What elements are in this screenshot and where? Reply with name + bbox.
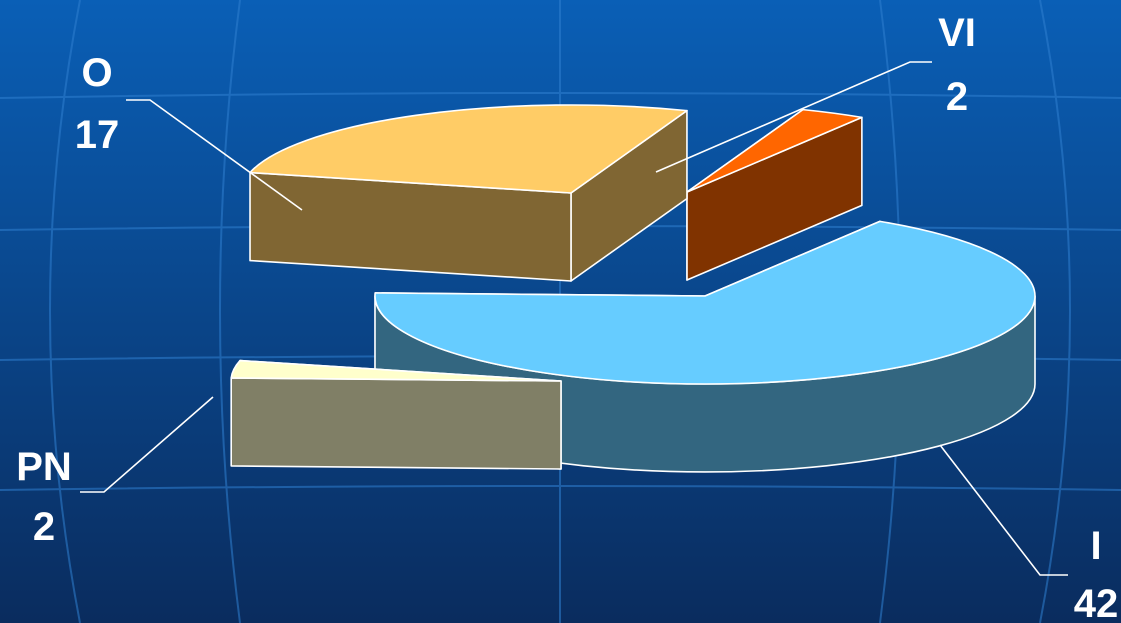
slice-top-pn bbox=[230, 359, 562, 382]
slice-label-i: I bbox=[1090, 524, 1101, 568]
callout-vi: VI 2 bbox=[655, 11, 976, 173]
pie-slice-vi bbox=[686, 108, 863, 281]
callout-pn: PN 2 bbox=[16, 396, 214, 549]
slice-label-pn: PN bbox=[16, 445, 72, 489]
slice-label-vi: VI bbox=[938, 11, 976, 55]
pie-slice-pn bbox=[230, 359, 562, 470]
slice-value-i: 42 bbox=[1074, 582, 1119, 623]
callout-o: O 17 bbox=[75, 51, 303, 211]
slice-label-o: O bbox=[81, 51, 112, 95]
leader-line-o bbox=[126, 99, 303, 211]
slice-top-i bbox=[374, 220, 1036, 385]
leader-line-pn bbox=[80, 396, 214, 493]
slice-value-o: 17 bbox=[75, 113, 120, 157]
slice-top-vi bbox=[686, 108, 863, 193]
leader-line-i bbox=[939, 444, 1068, 576]
slice-value-pn: 2 bbox=[33, 505, 55, 549]
leader-line-vi bbox=[655, 61, 932, 173]
pie-slice-o bbox=[249, 104, 688, 282]
slice-cut-face-pn-0 bbox=[230, 377, 562, 470]
pie-slices bbox=[230, 104, 1036, 473]
callout-i: I 42 bbox=[939, 444, 1119, 623]
slice-top-o bbox=[249, 104, 688, 194]
slice-value-vi: 2 bbox=[946, 75, 968, 119]
